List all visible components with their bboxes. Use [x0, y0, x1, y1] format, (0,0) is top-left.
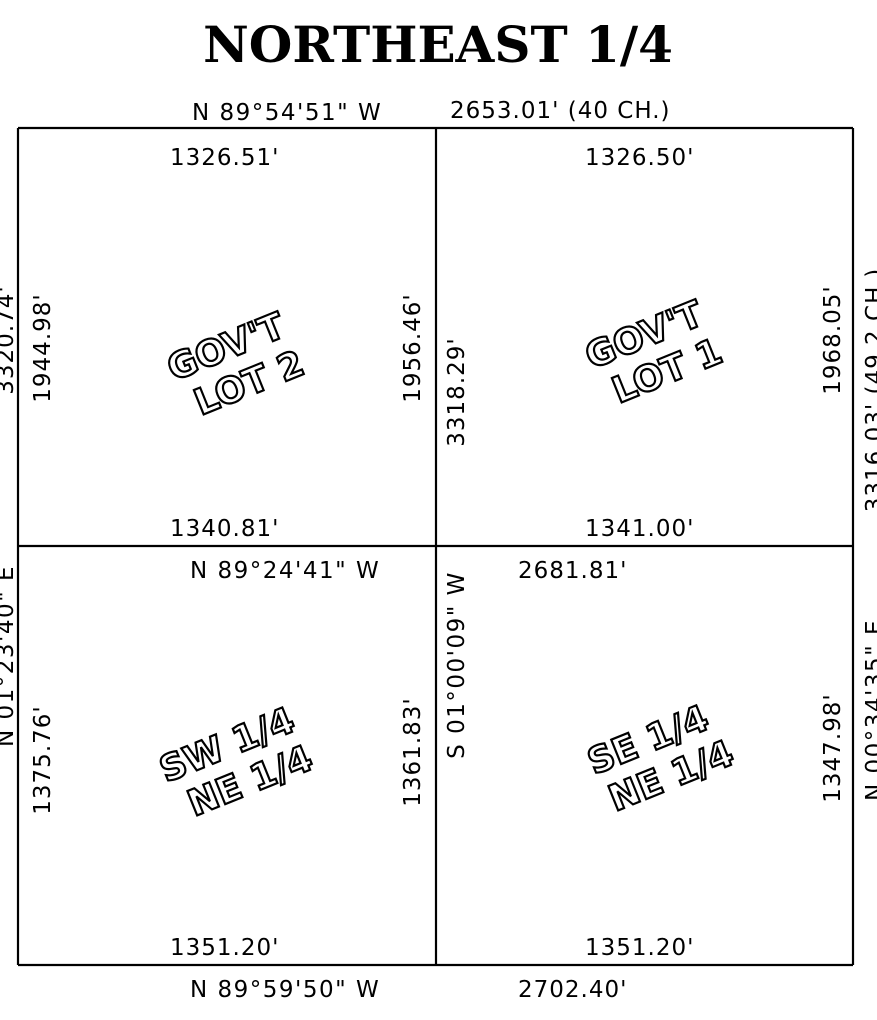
north-distance: 2653.01' (40 CH.) — [450, 98, 671, 124]
parcel-sw-right: 1361.83' — [400, 697, 426, 806]
north-bearing: N 89°54'51" W — [192, 100, 382, 126]
parcel-se-right: 1347.98' — [820, 693, 846, 802]
parcel-ne: 1326.50' 1341.00' 3318.29' 1968.05' GOV'… — [444, 145, 846, 542]
parcel-sw-bottom: 1351.20' — [170, 935, 279, 961]
middle-bearing: S 01°00'09" W — [444, 571, 470, 759]
parcel-nw-top: 1326.51' — [170, 145, 279, 171]
parcel-se: 1351.20' 1347.98' SE 1/4 NE 1/4 — [581, 693, 846, 961]
south-distance: 2702.40' — [518, 977, 627, 1003]
parcel-sw-left: 1375.76' — [30, 705, 56, 814]
parcel-nw-left: 1944.98' — [30, 293, 56, 402]
boundary-lines — [16, 126, 855, 967]
east-bearing: N 00°34'35" E — [862, 619, 877, 801]
parcel-se-bottom: 1351.20' — [585, 935, 694, 961]
west-total-distance: 3320.74' — [0, 285, 19, 394]
parcel-nw-label: GOV'T LOT 2 — [161, 304, 312, 425]
parcel-ne-left: 3318.29' — [444, 337, 470, 446]
center-bearing: N 89°24'41" W — [190, 558, 380, 584]
west-bearing: N 01°23'40" E — [0, 565, 19, 747]
parcel-ne-top: 1326.50' — [585, 145, 694, 171]
parcel-sw: 1351.20' 1375.76' 1361.83' SW 1/4 NE 1/4 — [30, 697, 426, 961]
parcel-ne-right: 1968.05' — [820, 285, 846, 394]
south-bearing: N 89°59'50" W — [190, 977, 380, 1003]
parcel-ne-label: GOV'T LOT 1 — [579, 292, 730, 413]
parcel-nw-right: 1956.46' — [400, 293, 426, 402]
center-distance: 2681.81' — [518, 558, 627, 584]
parcel-nw-bottom: 1340.81' — [170, 516, 279, 542]
parcel-nw: 1326.51' 1340.81' 1944.98' 1956.46' GOV'… — [30, 145, 426, 542]
parcel-ne-bottom: 1341.00' — [585, 516, 694, 542]
east-total-distance: 3316.03' (49.2 CH.) — [862, 268, 877, 512]
parcel-se-label: SE 1/4 NE 1/4 — [581, 697, 741, 821]
plat-title: NORTHEAST 1/4 — [203, 15, 673, 74]
parcel-sw-label: SW 1/4 NE 1/4 — [153, 699, 320, 826]
